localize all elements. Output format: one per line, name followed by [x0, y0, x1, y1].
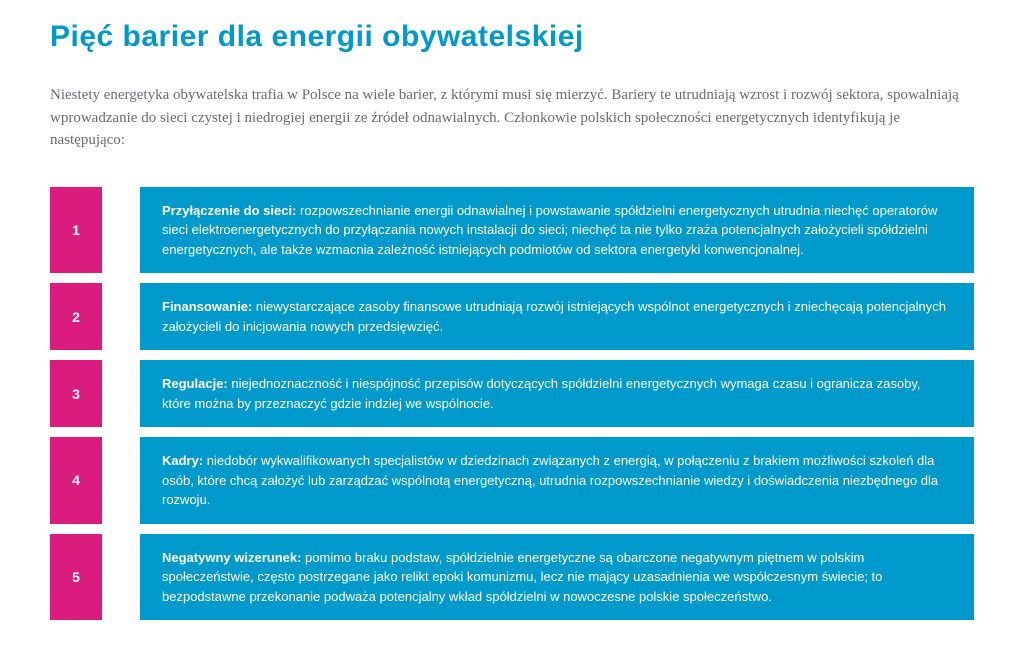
barriers-list: 1 Przyłączenie do sieci: rozpowszechnian…	[50, 187, 974, 621]
intro-paragraph: Niestety energetyka obywatelska trafia w…	[50, 84, 974, 152]
barrier-label: Finansowanie:	[162, 299, 252, 314]
page-title: Pięć barier dla energii obywatelskiej	[50, 20, 974, 54]
barrier-number: 5	[50, 534, 102, 621]
barrier-number: 2	[50, 283, 102, 350]
barrier-text: Regulacje: niejednoznaczność i niespójno…	[140, 360, 974, 427]
barrier-label: Negatywny wizerunek:	[162, 550, 301, 565]
barrier-number: 1	[50, 187, 102, 274]
barrier-row: 2 Finansowanie: niewystarczające zasoby …	[50, 283, 974, 350]
barrier-row: 1 Przyłączenie do sieci: rozpowszechnian…	[50, 187, 974, 274]
barrier-text: Przyłączenie do sieci: rozpowszechnianie…	[140, 187, 974, 274]
barrier-text: Finansowanie: niewystarczające zasoby fi…	[140, 283, 974, 350]
barrier-number: 4	[50, 437, 102, 524]
barrier-label: Kadry:	[162, 453, 203, 468]
barrier-label: Przyłączenie do sieci:	[162, 203, 296, 218]
barrier-number: 3	[50, 360, 102, 427]
barrier-row: 3 Regulacje: niejednoznaczność i niespój…	[50, 360, 974, 427]
barrier-text: Kadry: niedobór wykwalifikowanych specja…	[140, 437, 974, 524]
barrier-desc: niedobór wykwalifikowanych specjalistów …	[162, 453, 938, 507]
barrier-label: Regulacje:	[162, 376, 228, 391]
barrier-text: Negatywny wizerunek: pomimo braku podsta…	[140, 534, 974, 621]
barrier-row: 4 Kadry: niedobór wykwalifikowanych spec…	[50, 437, 974, 524]
barrier-desc: niewystarczające zasoby finansowe utrudn…	[162, 299, 946, 334]
barrier-desc: niejednoznaczność i niespójność przepisó…	[162, 376, 920, 411]
barrier-row: 5 Negatywny wizerunek: pomimo braku pods…	[50, 534, 974, 621]
